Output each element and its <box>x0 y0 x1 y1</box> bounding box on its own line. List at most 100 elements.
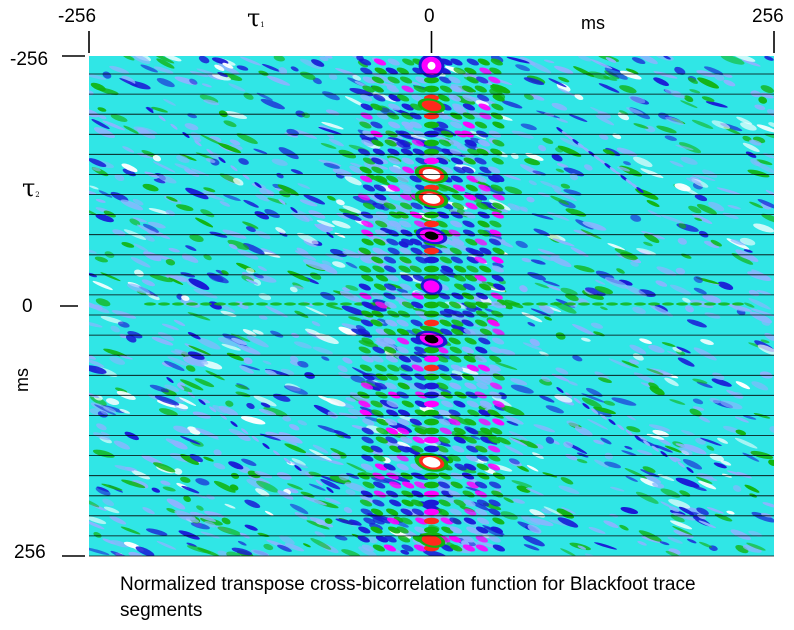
central-band-blob <box>413 85 426 93</box>
central-band-blob <box>461 292 475 300</box>
texture-blob <box>686 319 707 328</box>
texture-blob <box>597 111 611 119</box>
texture-blob <box>203 456 214 462</box>
texture-blob <box>367 536 378 544</box>
texture-blob <box>302 496 327 506</box>
texture-blob <box>184 123 199 131</box>
horizontal-streak <box>326 302 338 306</box>
horizontal-streak <box>690 302 702 306</box>
texture-blob <box>168 277 184 285</box>
texture-blob <box>89 395 107 406</box>
texture-blob <box>694 217 703 221</box>
central-band-blob <box>448 337 461 345</box>
central-band-blob <box>474 355 487 363</box>
texture-blob <box>163 98 176 106</box>
texture-blob <box>260 98 285 110</box>
texture-blob <box>166 196 178 202</box>
texture-blob <box>203 187 216 193</box>
texture-blob <box>156 399 179 408</box>
texture-blob <box>120 199 144 211</box>
texture-blob <box>348 316 364 322</box>
central-band-blob <box>384 382 397 390</box>
texture-blob <box>717 281 734 290</box>
texture-blob <box>572 355 583 362</box>
texture-blob <box>672 346 682 353</box>
central-band-blob <box>409 238 423 246</box>
texture-blob <box>176 155 190 163</box>
texture-blob <box>672 512 696 521</box>
texture-blob <box>661 342 676 347</box>
texture-blob <box>229 139 241 146</box>
central-band-blob <box>409 265 422 273</box>
texture-blob <box>189 453 203 463</box>
central-band-blob <box>410 103 423 111</box>
texture-blob <box>287 270 311 282</box>
texture-blob <box>385 468 404 477</box>
texture-blob <box>97 107 107 112</box>
central-band-core <box>424 301 439 309</box>
central-band-blob <box>396 463 409 471</box>
texture-blob <box>290 169 303 175</box>
texture-blob <box>635 491 659 504</box>
texture-blob <box>326 195 336 201</box>
texture-blob <box>603 520 619 529</box>
texture-blob <box>310 538 332 550</box>
central-band-blob <box>372 247 385 255</box>
central-band-core <box>424 112 439 120</box>
texture-blob <box>320 142 337 149</box>
texture-blob <box>565 293 579 302</box>
central-band-blob <box>489 355 502 363</box>
central-band-blob <box>475 346 488 354</box>
central-band-core <box>424 409 439 417</box>
texture-blob <box>734 437 758 449</box>
diagonal-streak <box>634 435 642 441</box>
central-band-blob <box>386 409 399 417</box>
texture-blob <box>98 190 113 198</box>
central-band-blob <box>462 94 475 102</box>
central-band-blob <box>487 166 501 174</box>
central-band-blob <box>461 535 475 543</box>
texture-blob <box>553 189 577 202</box>
central-band-blob <box>388 193 401 201</box>
central-band-blob <box>488 238 502 246</box>
texture-blob <box>689 89 701 94</box>
texture-blob <box>151 106 168 113</box>
central-band-blob <box>360 67 373 75</box>
central-band-blob <box>465 202 478 210</box>
texture-blob <box>714 73 725 81</box>
central-band-blob <box>479 67 492 75</box>
texture-blob <box>531 213 554 220</box>
central-band-blob <box>400 274 413 282</box>
texture-blob <box>132 56 151 65</box>
texture-blob <box>237 540 247 546</box>
central-band-blob <box>448 94 462 102</box>
texture-blob <box>278 432 303 444</box>
diagonal-streak <box>625 429 633 436</box>
central-band-core <box>424 364 439 372</box>
central-band-blob <box>384 535 397 543</box>
central-band-blob <box>400 508 413 516</box>
central-band-blob <box>440 58 453 66</box>
central-band-blob <box>492 94 505 102</box>
texture-blob <box>273 56 285 62</box>
central-band-blob <box>475 508 488 516</box>
central-band-blob <box>492 418 505 426</box>
central-band-blob <box>374 193 387 201</box>
texture-blob <box>600 306 608 311</box>
central-band-blob <box>490 148 503 156</box>
texture-blob <box>674 66 686 75</box>
central-band-blob <box>383 337 396 345</box>
texture-blob <box>756 124 774 133</box>
diagonal-streak <box>170 123 178 130</box>
texture-blob <box>470 435 481 440</box>
central-band-blob <box>448 418 461 426</box>
diagonal-streak <box>643 440 651 447</box>
texture-blob <box>316 220 335 228</box>
texture-blob <box>109 65 129 74</box>
central-band-blob <box>396 337 410 345</box>
texture-blob <box>702 294 722 303</box>
central-band-blob <box>360 319 374 327</box>
texture-blob <box>649 304 673 317</box>
texture-blob <box>451 370 466 379</box>
texture-blob <box>96 423 107 431</box>
